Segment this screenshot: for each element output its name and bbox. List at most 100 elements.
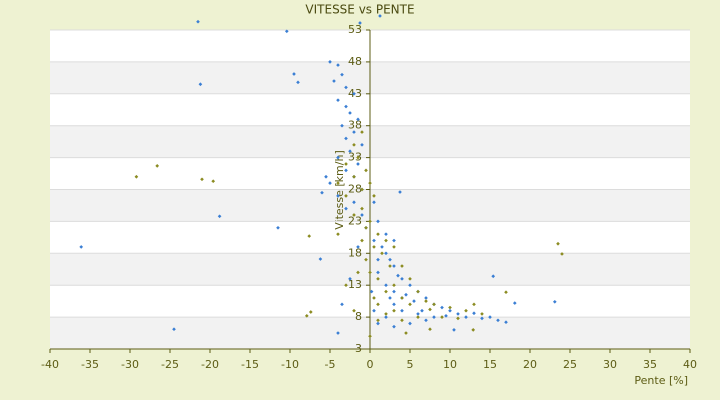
point bbox=[360, 143, 364, 147]
point bbox=[396, 273, 400, 278]
point bbox=[420, 308, 424, 313]
point bbox=[440, 305, 444, 310]
y-tick-label: 53 bbox=[348, 23, 362, 36]
point bbox=[296, 80, 300, 85]
point bbox=[155, 164, 160, 168]
point bbox=[452, 328, 456, 332]
x-tick-label: 20 bbox=[523, 358, 537, 371]
point bbox=[471, 328, 476, 332]
point bbox=[392, 324, 396, 329]
point bbox=[356, 270, 360, 275]
point bbox=[376, 318, 380, 323]
point bbox=[392, 289, 396, 294]
point bbox=[428, 307, 432, 312]
x-tick-label: -20 bbox=[201, 358, 219, 371]
point bbox=[368, 181, 372, 185]
x-tick-label: -25 bbox=[161, 358, 179, 371]
point bbox=[444, 313, 448, 318]
point bbox=[79, 245, 84, 249]
point bbox=[480, 316, 484, 321]
point bbox=[491, 274, 496, 279]
point bbox=[384, 315, 388, 319]
point bbox=[318, 257, 323, 261]
point bbox=[356, 162, 360, 166]
point bbox=[464, 308, 468, 313]
point bbox=[352, 143, 356, 147]
point bbox=[392, 264, 396, 268]
point bbox=[344, 206, 348, 211]
point bbox=[360, 238, 364, 243]
point bbox=[320, 190, 324, 195]
chart-title: VITESSE vs PENTE bbox=[305, 3, 414, 17]
point bbox=[424, 318, 428, 323]
point bbox=[380, 251, 384, 256]
point bbox=[360, 206, 364, 211]
point bbox=[172, 327, 176, 332]
point bbox=[352, 200, 356, 205]
point bbox=[352, 174, 356, 179]
point bbox=[404, 292, 408, 297]
point bbox=[432, 302, 436, 307]
point bbox=[428, 327, 432, 332]
point bbox=[424, 296, 428, 300]
x-tick-label: -40 bbox=[41, 358, 59, 371]
point bbox=[376, 219, 380, 224]
point bbox=[412, 299, 416, 303]
point bbox=[388, 257, 392, 262]
point bbox=[348, 276, 352, 281]
x-tick-label: 25 bbox=[563, 358, 577, 371]
point bbox=[196, 19, 200, 24]
point bbox=[360, 187, 364, 192]
point bbox=[328, 60, 332, 64]
point bbox=[448, 305, 452, 310]
point bbox=[392, 302, 396, 307]
point bbox=[384, 289, 388, 294]
point bbox=[352, 308, 356, 313]
point bbox=[376, 321, 380, 326]
point bbox=[211, 179, 216, 184]
point bbox=[512, 301, 517, 305]
x-tick-label: 0 bbox=[367, 358, 374, 371]
x-tick-label: 15 bbox=[483, 358, 497, 371]
point bbox=[372, 200, 376, 205]
point bbox=[307, 234, 312, 238]
point bbox=[408, 321, 412, 326]
y-tick-label: 18 bbox=[348, 246, 362, 259]
point bbox=[336, 181, 340, 185]
point bbox=[352, 91, 356, 96]
point bbox=[348, 111, 352, 115]
point bbox=[472, 302, 476, 307]
point bbox=[376, 302, 380, 307]
point bbox=[480, 312, 484, 316]
point bbox=[356, 245, 360, 249]
x-tick-label: 30 bbox=[603, 358, 617, 371]
point bbox=[384, 251, 388, 256]
point bbox=[344, 136, 348, 141]
point bbox=[352, 130, 356, 134]
y-tick-label: 33 bbox=[348, 151, 362, 164]
point bbox=[400, 296, 404, 300]
point bbox=[304, 313, 309, 318]
x-tick-label: -35 bbox=[81, 358, 99, 371]
point bbox=[416, 315, 420, 319]
y-tick-label: 8 bbox=[355, 310, 362, 323]
point bbox=[340, 302, 344, 307]
point bbox=[384, 312, 388, 316]
point bbox=[416, 289, 420, 294]
point bbox=[392, 245, 396, 249]
point bbox=[368, 270, 372, 275]
x-tick-label: 10 bbox=[443, 358, 457, 371]
point bbox=[432, 315, 436, 319]
point bbox=[364, 257, 368, 262]
point bbox=[376, 257, 380, 262]
point bbox=[456, 312, 460, 316]
point bbox=[384, 232, 388, 236]
point bbox=[376, 232, 380, 236]
point bbox=[336, 155, 340, 160]
point bbox=[344, 283, 348, 288]
y-tick-label: 48 bbox=[348, 55, 362, 68]
point bbox=[384, 238, 388, 243]
point bbox=[408, 283, 412, 288]
point bbox=[344, 194, 348, 198]
point bbox=[392, 238, 396, 243]
